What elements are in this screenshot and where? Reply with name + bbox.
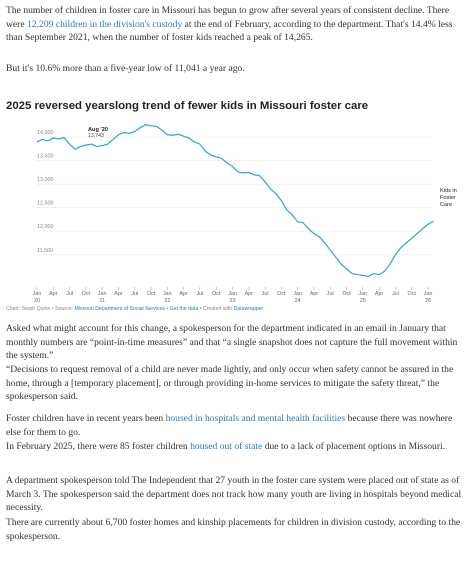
- text-run: “Decisions to request removal of a child…: [6, 364, 454, 403]
- x-tick-label: Jan 23: [228, 291, 237, 304]
- x-tick-label: Apr: [309, 291, 319, 297]
- x-tick-label: Apr: [374, 291, 384, 297]
- text-run: at the end of February, according to the…: [6, 18, 453, 44]
- paragraph: But it's 10.6% more than a five-year low…: [6, 62, 468, 76]
- link[interactable]: 12,209 children in the division's custod…: [27, 18, 183, 30]
- text-run: There are currently about 6,700 foster h…: [6, 517, 461, 542]
- y-tick-label: 13,000: [37, 177, 54, 183]
- x-tick-label: Jan 20: [32, 291, 42, 304]
- link[interactable]: housed in hospitals and mental health fa…: [165, 413, 346, 424]
- x-tick-label: Jan 21: [97, 291, 107, 304]
- line: [36, 124, 434, 277]
- chart: 14,000 13,500 13,000 12,500 12,000 11,500 Aug …: [36, 124, 434, 290]
- annotation: 13,743: [88, 133, 104, 139]
- text-run: A department spokesperson told The Indep…: [6, 475, 462, 514]
- text-run: Asked what might account for this change…: [6, 323, 458, 362]
- x-tick-label: Jan 22: [162, 291, 172, 304]
- x-tick-label: Apr: [49, 291, 58, 297]
- text-run: •: [164, 306, 170, 312]
- link[interactable]: Get the data: [169, 306, 199, 312]
- paragraph: Foster children have in recent years bee…: [6, 412, 468, 439]
- chart-title: 2025 reversed yearslong trend of fewer k…: [6, 100, 369, 112]
- x-tick-label: Oct: [277, 291, 286, 297]
- text-run: In February 2025, there were 85 foster c…: [6, 441, 191, 452]
- x-tick-label: Jul: [326, 291, 334, 297]
- link[interactable]: housed out of state: [190, 441, 263, 452]
- x-tick-label: Apr: [179, 291, 188, 297]
- x-tick-label: Oct: [212, 291, 221, 297]
- text-run: because there was nowhere else for them …: [6, 413, 453, 438]
- text-run: Foster children have in recent years bee…: [6, 413, 166, 424]
- text-run: The number of children in foster care in…: [6, 5, 450, 30]
- x-tick-label: Oct: [342, 291, 351, 297]
- link[interactable]: Missouri Department of Social Services: [74, 306, 165, 312]
- x-tick-label: Oct: [407, 291, 416, 297]
- x-tick-label: Jul: [261, 291, 269, 297]
- y-tick-label: 11,500: [37, 248, 53, 254]
- y-tick-label: 14,000: [37, 130, 54, 136]
- paragraph: In February 2025, there were 85 foster c…: [6, 440, 468, 454]
- series-label: Kids in Foster Care: [440, 188, 457, 208]
- text-run: due to a lack of placement options in Mi…: [262, 441, 446, 452]
- y-tick-label: 12,000: [37, 224, 54, 230]
- y-tick-label: 13,500: [37, 154, 54, 160]
- y-tick-label: 12,500: [37, 201, 54, 207]
- paragraph: “Decisions to request removal of a child…: [6, 363, 468, 404]
- x-tick-label: Jul: [66, 291, 74, 297]
- text-run: • Created with: [198, 306, 234, 312]
- paragraph: The number of children in foster care in…: [6, 4, 468, 45]
- paragraph: Asked what might account for this change…: [6, 322, 468, 363]
- x-tick-label: Oct: [146, 291, 156, 297]
- paragraph: There are currently about 6,700 foster h…: [6, 516, 468, 543]
- x-tick-label: Jan 25: [358, 291, 368, 304]
- x-tick-label: Jan 24: [293, 291, 302, 304]
- x-tick-label: Oct: [81, 291, 91, 297]
- text-run: But it's 10.6% more than a five-year low…: [6, 63, 245, 74]
- x-tick-label: Jul: [196, 291, 204, 297]
- annotation: Aug '20: [88, 127, 108, 133]
- x-tick-label: Jul: [131, 291, 139, 297]
- text-run: Chart: Steph Quinn • Source:: [6, 306, 75, 312]
- paragraph: A department spokesperson told The Indep…: [6, 474, 468, 515]
- x-tick-label: Apr: [114, 291, 123, 297]
- x-tick-label: Jan 26: [423, 291, 433, 304]
- chart-source: Chart: Steph Quinn • Source: Missouri De…: [6, 306, 263, 312]
- link[interactable]: Datawrapper: [233, 306, 264, 312]
- x-tick-label: Apr: [244, 291, 253, 297]
- x-tick-label: Jul: [391, 291, 399, 297]
